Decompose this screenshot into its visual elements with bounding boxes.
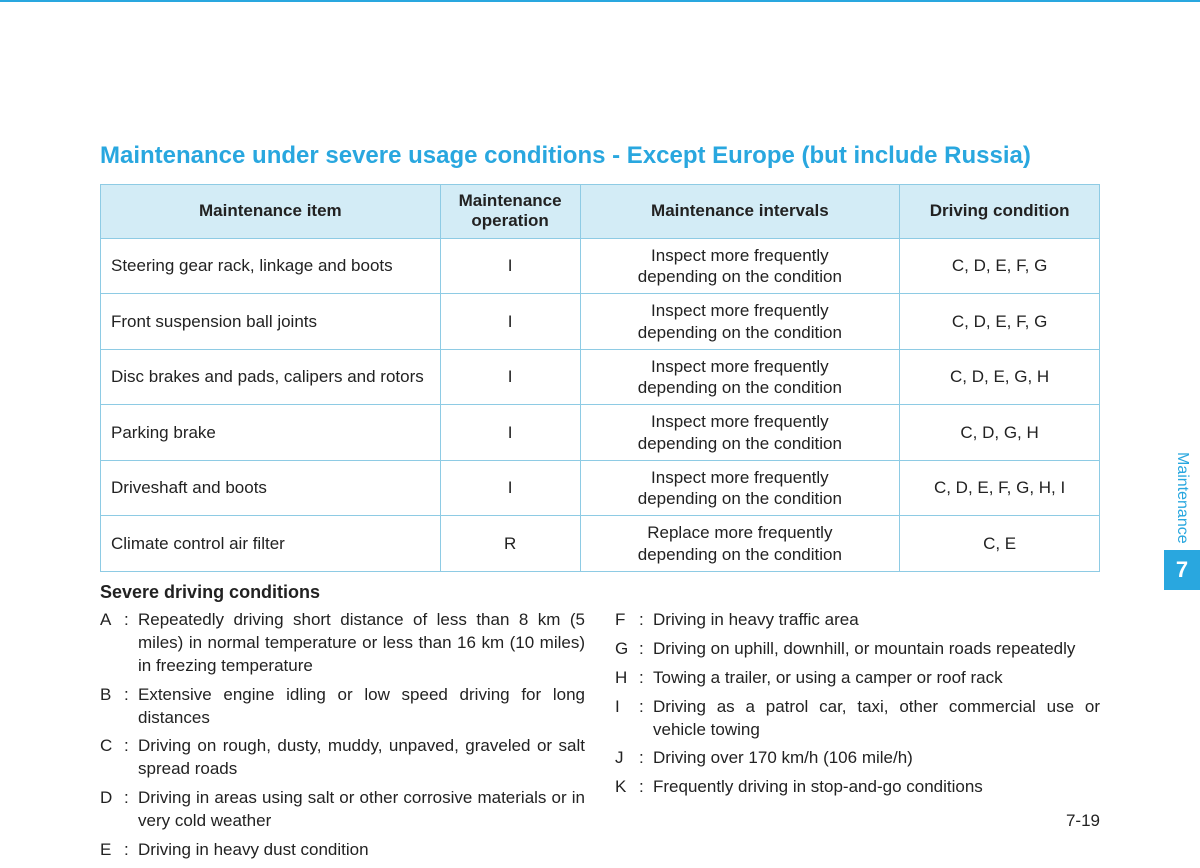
conditions-columns: A : Repeatedly driving short distance of…	[100, 609, 1100, 868]
cell-cond: C, E	[900, 516, 1100, 572]
conditions-heading: Severe driving conditions	[100, 582, 1100, 603]
cell-op: R	[440, 516, 580, 572]
cell-cond: C, D, E, F, G	[900, 238, 1100, 294]
cell-interval: Inspect more frequentlydepending on the …	[580, 238, 900, 294]
cell-interval: Inspect more frequentlydepending on the …	[580, 294, 900, 350]
table-row: Front suspension ball joints I Inspect m…	[101, 294, 1100, 350]
condition-key: D	[100, 787, 124, 833]
condition-text: Driving in heavy dust condition	[138, 839, 585, 862]
condition-sep: :	[639, 776, 653, 799]
condition-text: Repeatedly driving short distance of les…	[138, 609, 585, 678]
condition-text: Extensive engine idling or low speed dri…	[138, 684, 585, 730]
condition-key: F	[615, 609, 639, 632]
th-condition: Driving condition	[900, 185, 1100, 239]
table-header-row: Maintenance item Maintenanceoperation Ma…	[101, 185, 1100, 239]
condition-item: F : Driving in heavy traffic area	[615, 609, 1100, 632]
conditions-right-column: F : Driving in heavy traffic area G : Dr…	[615, 609, 1100, 868]
condition-key: J	[615, 747, 639, 770]
cell-cond: C, D, E, F, G	[900, 294, 1100, 350]
condition-sep: :	[639, 638, 653, 661]
table-row: Driveshaft and boots I Inspect more freq…	[101, 460, 1100, 516]
condition-text: Driving on rough, dusty, muddy, unpaved,…	[138, 735, 585, 781]
page-number: 7-19	[1066, 811, 1100, 831]
manual-page: Maintenance under severe usage condition…	[0, 0, 1200, 861]
condition-item: H : Towing a trailer, or using a camper …	[615, 667, 1100, 690]
table-row: Steering gear rack, linkage and boots I …	[101, 238, 1100, 294]
cell-item: Driveshaft and boots	[101, 460, 441, 516]
condition-text: Driving as a patrol car, taxi, other com…	[653, 696, 1100, 742]
cell-interval: Inspect more frequentlydepending on the …	[580, 405, 900, 461]
cell-item: Front suspension ball joints	[101, 294, 441, 350]
condition-text: Driving in areas using salt or other cor…	[138, 787, 585, 833]
condition-key: A	[100, 609, 124, 678]
condition-item: I : Driving as a patrol car, taxi, other…	[615, 696, 1100, 742]
condition-key: H	[615, 667, 639, 690]
table-row: Disc brakes and pads, calipers and rotor…	[101, 349, 1100, 405]
condition-sep: :	[124, 609, 138, 678]
condition-text: Driving in heavy traffic area	[653, 609, 1100, 632]
condition-key: E	[100, 839, 124, 862]
th-intervals: Maintenance intervals	[580, 185, 900, 239]
condition-sep: :	[124, 787, 138, 833]
maintenance-table: Maintenance item Maintenanceoperation Ma…	[100, 184, 1100, 572]
th-item: Maintenance item	[101, 185, 441, 239]
condition-sep: :	[124, 839, 138, 862]
cell-op: I	[440, 349, 580, 405]
cell-interval: Inspect more frequentlydepending on the …	[580, 349, 900, 405]
cell-item: Disc brakes and pads, calipers and rotor…	[101, 349, 441, 405]
condition-key: I	[615, 696, 639, 742]
cell-interval: Inspect more frequentlydepending on the …	[580, 460, 900, 516]
condition-text: Frequently driving in stop-and-go condit…	[653, 776, 1100, 799]
condition-sep: :	[639, 667, 653, 690]
condition-sep: :	[639, 747, 653, 770]
condition-text: Towing a trailer, or using a camper or r…	[653, 667, 1100, 690]
condition-sep: :	[124, 735, 138, 781]
side-chapter-number: 7	[1164, 550, 1200, 590]
condition-text: Driving over 170 km/h (106 mile/h)	[653, 747, 1100, 770]
condition-key: B	[100, 684, 124, 730]
condition-item: G : Driving on uphill, downhill, or moun…	[615, 638, 1100, 661]
condition-item: A : Repeatedly driving short distance of…	[100, 609, 585, 678]
cell-cond: C, D, E, F, G, H, I	[900, 460, 1100, 516]
side-section-label: Maintenance	[1173, 452, 1191, 544]
cell-op: I	[440, 238, 580, 294]
condition-item: E : Driving in heavy dust condition	[100, 839, 585, 862]
condition-item: K : Frequently driving in stop-and-go co…	[615, 776, 1100, 799]
condition-item: D : Driving in areas using salt or other…	[100, 787, 585, 833]
table-body: Steering gear rack, linkage and boots I …	[101, 238, 1100, 571]
condition-sep: :	[124, 684, 138, 730]
cell-interval: Replace more frequentlydepending on the …	[580, 516, 900, 572]
cell-op: I	[440, 294, 580, 350]
cell-cond: C, D, E, G, H	[900, 349, 1100, 405]
cell-item: Parking brake	[101, 405, 441, 461]
condition-sep: :	[639, 609, 653, 632]
condition-item: B : Extensive engine idling or low speed…	[100, 684, 585, 730]
content-area: Maintenance under severe usage condition…	[100, 142, 1100, 868]
condition-key: K	[615, 776, 639, 799]
th-operation: Maintenanceoperation	[440, 185, 580, 239]
table-row: Climate control air filter R Replace mor…	[101, 516, 1100, 572]
cell-cond: C, D, G, H	[900, 405, 1100, 461]
cell-item: Steering gear rack, linkage and boots	[101, 238, 441, 294]
condition-item: J : Driving over 170 km/h (106 mile/h)	[615, 747, 1100, 770]
cell-item: Climate control air filter	[101, 516, 441, 572]
condition-item: C : Driving on rough, dusty, muddy, unpa…	[100, 735, 585, 781]
condition-key: G	[615, 638, 639, 661]
condition-key: C	[100, 735, 124, 781]
table-row: Parking brake I Inspect more frequentlyd…	[101, 405, 1100, 461]
condition-text: Driving on uphill, downhill, or mountain…	[653, 638, 1100, 661]
cell-op: I	[440, 405, 580, 461]
condition-sep: :	[639, 696, 653, 742]
conditions-left-column: A : Repeatedly driving short distance of…	[100, 609, 585, 868]
cell-op: I	[440, 460, 580, 516]
page-title: Maintenance under severe usage condition…	[100, 142, 1100, 170]
side-tab: Maintenance 7	[1164, 452, 1200, 590]
